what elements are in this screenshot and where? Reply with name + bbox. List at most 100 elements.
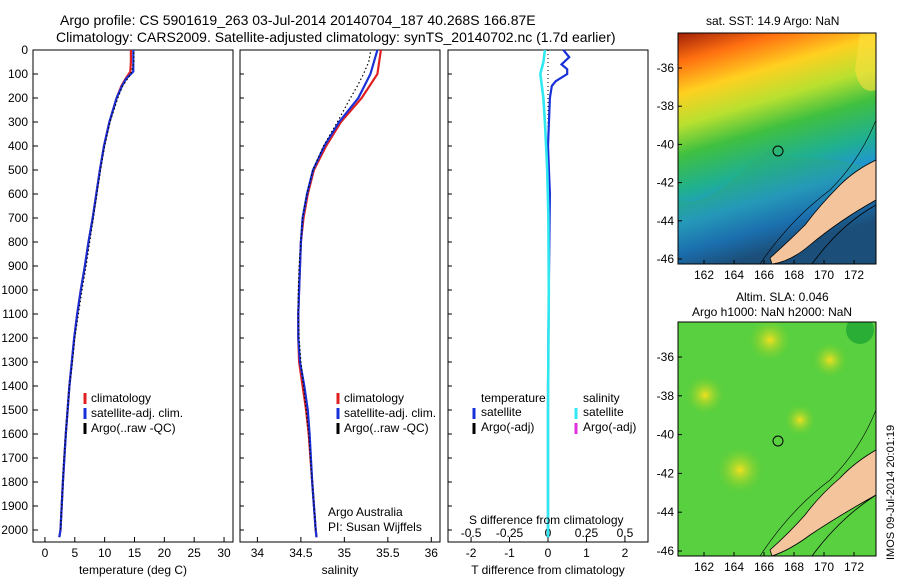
sst-field [678,33,876,264]
sst-map-title: sat. SST: 14.9 Argo: NaN [706,14,839,28]
s-tick-label: 0.5 [617,526,634,540]
depth-tick-label: 1800 [1,475,28,489]
sla-contour [759,409,876,556]
x-tick-label: 25 [188,546,202,560]
map-x-tick-label: 168 [784,560,804,574]
depth-tick-label: 400 [8,139,28,153]
x-tick-label: 34 [251,546,265,560]
depth-axis: 0 100 200 300 400 500 600 700 800 900 1000 1100 1200… [1,43,38,537]
map-x-tick-label: 168 [784,268,804,282]
map-y-tick-label: -40 [657,137,675,151]
temperature-plot: 0 5 10 15 20 25 30 temperature (deg C) [33,49,231,577]
difference-legend: temperature satellite Argo(-adj) salinit… [472,391,636,434]
x-tick-label: 34.5 [289,546,313,560]
series-argo [59,52,135,531]
sla-low [846,322,874,344]
sst-map [678,33,876,264]
x-tick-label: 10 [98,546,112,560]
depth-tick-label: 500 [8,163,28,177]
map-x-tick-label: 170 [814,268,834,282]
depth-tick-label: 1000 [1,283,28,297]
map-x-tick-label: 170 [814,560,834,574]
map-y-tick-label: -42 [657,176,675,190]
map-x-tick-label: 164 [724,560,744,574]
salinity-legend: climatology satellite-adj. clim. Argo(..… [336,391,436,435]
map-x-tick-label: 162 [694,268,714,282]
map-y-tick-label: -44 [657,214,675,228]
map-x-tick-label: 172 [844,560,864,574]
legend-title-salinity: salinity [583,391,620,405]
sst-warm-patch [855,33,876,91]
x-tick-label: -1 [504,546,515,560]
footer-stamp: IMOS 09-Jul-2014 20:01:19 [885,425,897,560]
annotation-argo-australia: Argo Australia [328,505,403,519]
sla-high [716,446,764,494]
depth-tick-label: 700 [8,211,28,225]
sla-high [784,404,816,436]
map-y-tick-label: -46 [657,252,675,266]
sst-contour [759,119,876,264]
sst-map-frame [677,32,877,265]
sla-map [678,322,876,556]
depth-tick-label: 1100 [2,307,28,321]
depth-tick-label: 300 [8,115,28,129]
legend-label-s-argo: Argo(-adj) [583,420,636,434]
salinity-panel [239,49,441,543]
sst-cool-band [678,150,876,264]
legend-label-t-satellite: satellite [481,405,522,419]
legend-label-s-satellite: satellite [583,405,624,419]
x-tick-label: 30 [217,546,231,560]
x-axis-label: salinity [322,563,359,577]
legend-label-climatology: climatology [344,391,404,405]
x-tick-label: 0 [545,546,552,560]
x-tick-label: 2 [622,546,629,560]
x-tick-label: 0 [42,546,49,560]
map-x-tick-label: 172 [844,268,864,282]
series-satellite-adj-clim- [297,49,379,538]
legend-label-t-argo: Argo(-adj) [481,420,534,434]
x-tick-label: 35 [338,546,352,560]
x-tick-label: 35.5 [376,546,400,560]
depth-tick-label: 2000 [1,523,28,537]
x-tick-label: 36 [425,546,439,560]
s-difference-label: S difference from climatology [469,513,624,527]
series-argo [297,52,371,531]
x-axis-label: T difference from climatology [471,563,625,577]
depth-tick-label: 1400 [1,379,28,393]
map-y-tick-label: -38 [657,99,675,113]
map-x-tick-label: 166 [754,268,774,282]
series-s-satellite [538,49,551,538]
legend-title-temperature: temperature [481,391,546,405]
depth-tick-label: 200 [8,91,28,105]
depth-tick-label: 1200 [1,331,28,345]
s-tick-label: 0.25 [575,526,599,540]
map-x-tick-label: 162 [694,560,714,574]
x-tick-label: -2 [466,546,477,560]
temperature-legend: climatology satellite-adj. clim. Argo(..… [83,391,183,435]
title-line-1: Argo profile: CS 5901619_263 03-Jul-2014… [60,12,536,28]
legend-label-climatology: climatology [91,391,151,405]
x-tick-label: 20 [158,546,172,560]
depth-tick-label: 1900 [1,499,28,513]
legend-label-argo: Argo(..raw -QC) [344,421,429,435]
sst-contour [811,204,876,264]
depth-tick-label: 100 [8,67,28,81]
x-tick-label: 5 [71,546,78,560]
sla-high [812,342,848,378]
argo-position-marker [772,435,784,447]
map-x-tick-label: 166 [754,560,774,574]
south-island-land [769,159,876,264]
map-y-tick-label: -42 [657,466,675,480]
temperature-panel [32,49,234,543]
sla-high [748,322,792,362]
s-tick-label: -0.5 [461,526,482,540]
map-y-tick-label: -38 [657,389,675,403]
sla-map-title-1: Altim. SLA: 0.046 [736,290,829,304]
argo-position-marker [772,145,784,157]
map-y-tick-label: -36 [657,350,675,364]
depth-tick-label: 900 [8,259,28,273]
s-tick-label: -0.25 [496,526,524,540]
legend-label-satellite: satellite-adj. clim. [344,406,436,420]
depth-tick-label: 1500 [1,403,28,417]
